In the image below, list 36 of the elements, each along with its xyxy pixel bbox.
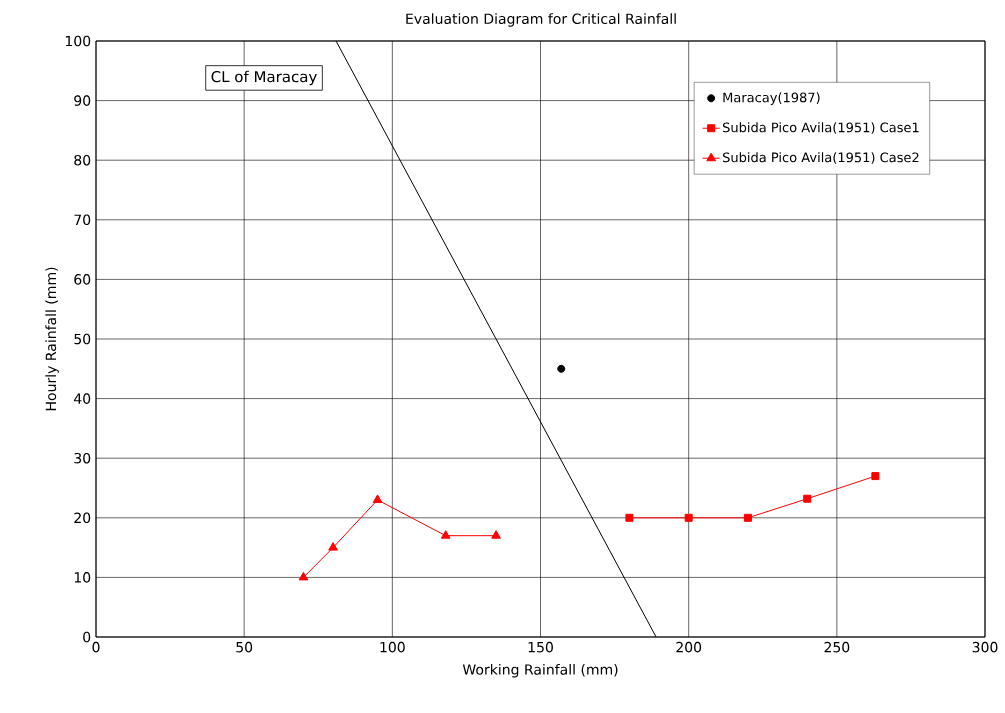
point — [491, 530, 501, 539]
x-tick-label: 250 — [824, 641, 850, 653]
x-tick-label: 0 — [92, 641, 100, 653]
x-tick-label: 50 — [236, 641, 253, 653]
y-tick-label: 80 — [74, 154, 91, 166]
y-tick-label: 0 — [83, 631, 91, 643]
x-tick-label: 200 — [676, 641, 702, 653]
y-tick-label: 50 — [74, 333, 91, 345]
y-tick-label: 30 — [74, 452, 91, 464]
point — [743, 513, 752, 522]
legend-label: Maracay(1987) — [723, 92, 820, 105]
y-tick-label: 70 — [74, 214, 91, 226]
y-tick-label: 100 — [65, 35, 91, 47]
point — [440, 530, 451, 539]
point — [625, 513, 634, 522]
point — [298, 571, 309, 581]
point — [871, 472, 880, 481]
x-tick-label: 100 — [380, 641, 405, 653]
annotation: CL of Maracay — [211, 70, 317, 86]
point — [372, 494, 383, 503]
point — [684, 513, 693, 522]
legend-label: Subida Pico Avila(1951) Case1 — [723, 122, 919, 134]
y-tick-label: 20 — [74, 512, 91, 524]
y-axis-title: Hourly Rainfall (mm) — [45, 267, 59, 411]
y-tick-label: 10 — [74, 572, 91, 583]
y-tick-label: 60 — [74, 274, 91, 285]
x-tick-label: 300 — [972, 641, 998, 653]
point — [328, 542, 338, 551]
point — [557, 364, 566, 373]
x-tick-label: 150 — [528, 641, 553, 653]
x-axis-title: Working Rainfall (mm) — [462, 663, 618, 678]
point — [803, 494, 812, 503]
y-tick-label: 90 — [74, 95, 91, 106]
y-tick-label: 40 — [74, 393, 91, 404]
chart-title: Evaluation Diagram for Critical Rainfall — [406, 13, 676, 27]
legend-label: Subida Pico Avila(1951) Case2 — [723, 152, 919, 164]
